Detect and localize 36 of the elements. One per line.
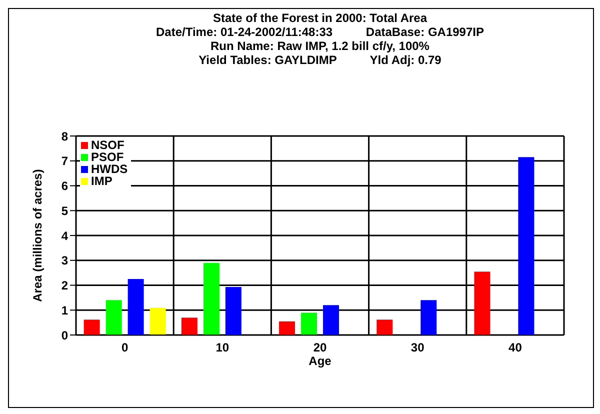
x-axis-title: Age	[308, 354, 332, 368]
bar	[203, 262, 220, 335]
bar	[181, 318, 198, 335]
y-tick-label: 3	[61, 254, 68, 268]
y-tick-label: 1	[61, 303, 68, 318]
chart-title: State of the Forest in 2000: Total Area	[212, 11, 428, 25]
y-tick-label: 4	[61, 228, 68, 243]
legend-label: HWDS	[91, 162, 128, 176]
y-tick-label: 6	[61, 179, 68, 194]
y-tick-label: 8	[61, 129, 68, 144]
y-tick-label: 0	[61, 328, 68, 342]
y-tick-label: 5	[61, 204, 68, 218]
bar	[301, 312, 318, 335]
x-tick-label: 40	[508, 340, 522, 355]
legend-label: NSOF	[91, 138, 124, 152]
bar	[106, 300, 122, 335]
y-axis-title: Area (millions of acres)	[30, 169, 44, 302]
y-tick-label: 7	[61, 154, 68, 168]
bar	[420, 300, 437, 335]
bar	[150, 308, 166, 335]
bar	[279, 321, 296, 335]
bar	[128, 279, 144, 335]
chart-subtitle: Date/Time: 01-24-2002/11:48:33 DataBase: GA1997IP Run Name: Raw IMP, 1.2 bill cf/y, 100% Yield Tables: GAYLDIMP Yld Adj: 0.79	[155, 25, 485, 67]
x-tick-label: 20	[313, 340, 327, 355]
bar	[518, 157, 534, 335]
legend-label: PSOF	[91, 150, 124, 164]
x-tick-label: 30	[410, 340, 425, 355]
bar	[225, 286, 242, 335]
bar	[323, 305, 340, 335]
bar	[474, 272, 490, 335]
x-tick-label: 10	[216, 340, 230, 355]
bar	[376, 320, 393, 335]
legend-label: IMP	[91, 174, 112, 188]
x-tick-label: 0	[121, 340, 128, 355]
bar	[84, 320, 100, 335]
y-tick-label: 2	[61, 278, 68, 293]
